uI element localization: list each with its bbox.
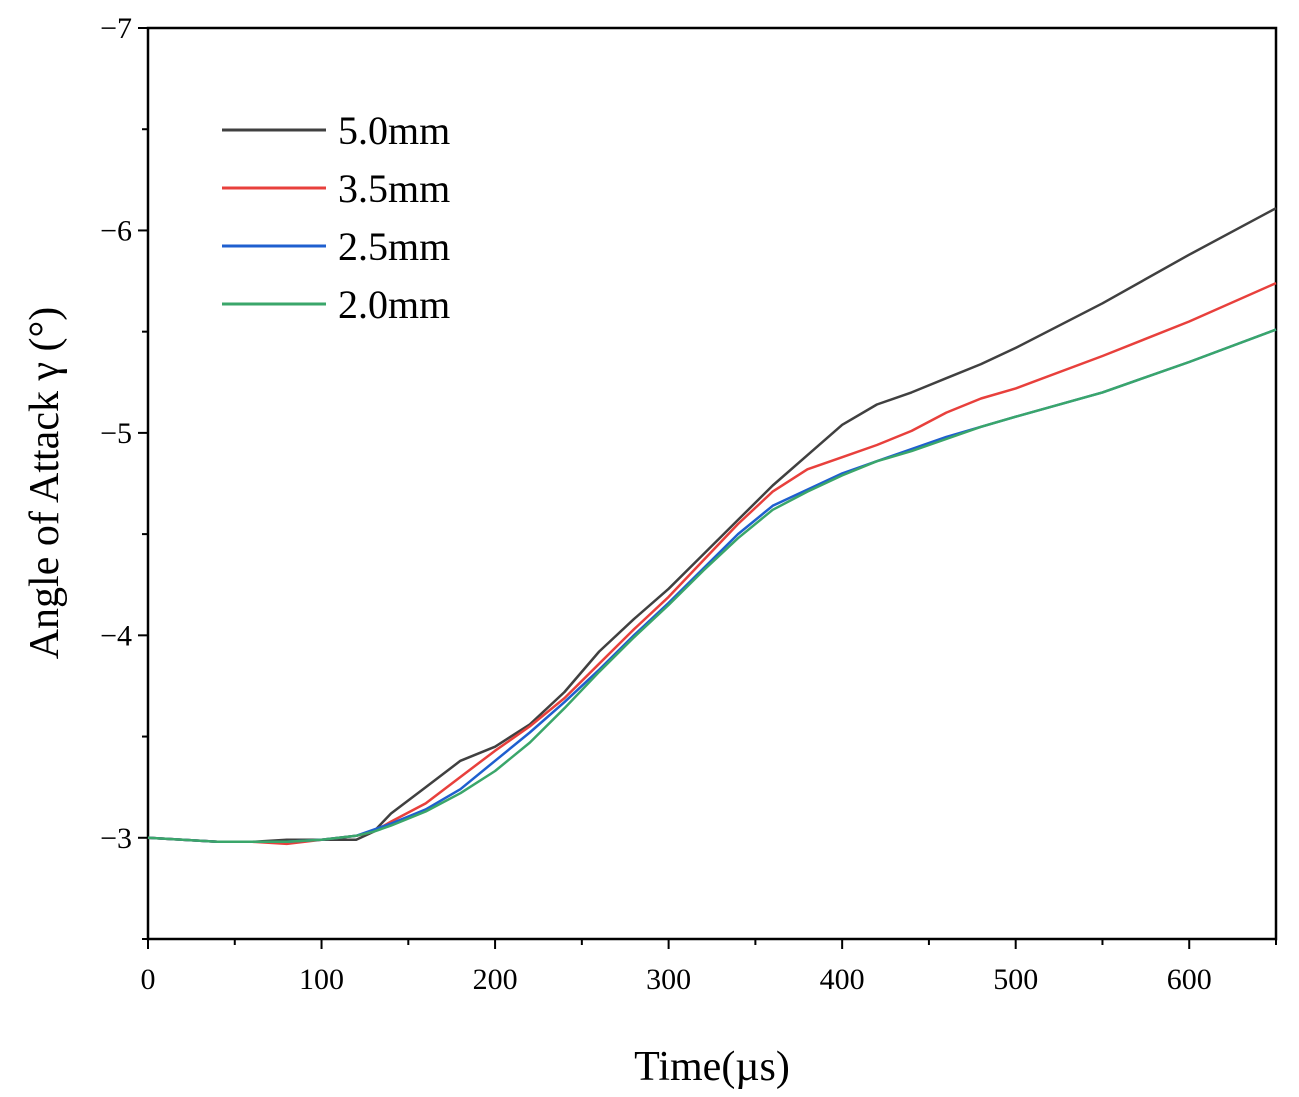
legend-label: 5.0mm bbox=[338, 108, 450, 153]
x-tick-label: 200 bbox=[473, 963, 518, 996]
x-tick-label: 600 bbox=[1167, 963, 1212, 996]
x-axis-ticks: 0 100 200 300 400 500 600 bbox=[141, 939, 1277, 996]
y-tick-label: −7 bbox=[100, 12, 132, 45]
legend-label: 2.5mm bbox=[338, 224, 450, 269]
x-tick-label: 300 bbox=[646, 963, 691, 996]
legend: 5.0mm 3.5mm 2.5mm 2.0mm bbox=[222, 108, 450, 327]
plot-frame bbox=[146, 26, 1278, 941]
legend-label: 3.5mm bbox=[338, 166, 450, 211]
y-tick-label: −5 bbox=[100, 417, 132, 450]
y-axis-title: Angle of Attack γ (°) bbox=[22, 307, 68, 660]
series-line-2.5mm bbox=[147, 328, 1277, 844]
y-tick-label: −4 bbox=[100, 619, 132, 652]
y-tick-label: −3 bbox=[100, 822, 132, 855]
x-tick-label: 500 bbox=[993, 963, 1038, 996]
series-line-2.0mm bbox=[147, 328, 1277, 844]
legend-label: 2.0mm bbox=[338, 282, 450, 327]
series-layer bbox=[147, 207, 1277, 846]
y-axis-ticks: −3 −4 −5 −6 −7 bbox=[100, 12, 148, 940]
x-tick-label: 100 bbox=[299, 963, 344, 996]
x-axis-title: Time(µs) bbox=[634, 1044, 790, 1090]
x-tick-label: 0 bbox=[141, 963, 156, 996]
x-tick-label: 400 bbox=[820, 963, 865, 996]
y-tick-label: −6 bbox=[100, 214, 132, 247]
